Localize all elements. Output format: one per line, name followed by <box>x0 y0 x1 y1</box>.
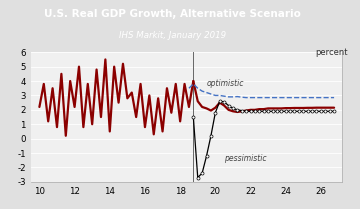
Text: optimistic: optimistic <box>207 79 244 88</box>
Text: pessimistic: pessimistic <box>224 154 267 163</box>
Text: percent: percent <box>315 48 347 57</box>
Text: IHS Markit, January 2019: IHS Markit, January 2019 <box>119 31 226 40</box>
Text: U.S. Real GDP Growth, Alternative Scenario: U.S. Real GDP Growth, Alternative Scenar… <box>44 9 301 19</box>
